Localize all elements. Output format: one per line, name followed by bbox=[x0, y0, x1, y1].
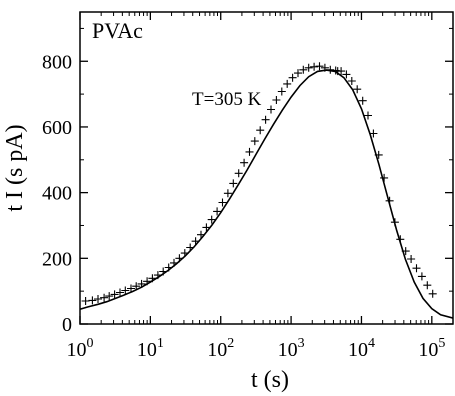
data-point-plus bbox=[369, 129, 378, 138]
data-point-plus bbox=[428, 289, 437, 298]
data-point-plus bbox=[170, 258, 178, 267]
data-point-plus bbox=[81, 297, 90, 305]
data-point-plus bbox=[132, 282, 141, 291]
y-tick-label: 400 bbox=[42, 183, 72, 205]
data-point-plus bbox=[423, 281, 432, 290]
data-point-plus bbox=[277, 87, 286, 96]
y-tick-label: 0 bbox=[62, 314, 72, 336]
data-point-plus bbox=[250, 137, 259, 146]
data-point-plus bbox=[320, 63, 329, 72]
data-point-plus bbox=[229, 179, 238, 188]
panel-label: PVAc bbox=[92, 18, 143, 43]
data-point-plus bbox=[137, 279, 146, 288]
data-point-plus bbox=[234, 169, 243, 178]
data-point-plus bbox=[299, 65, 308, 74]
data-point-plus bbox=[364, 111, 372, 120]
x-tick-label: 105 bbox=[418, 336, 445, 361]
data-point-plus bbox=[100, 293, 109, 302]
y-axis-ticks: 0 200 400 600 800 bbox=[42, 27, 453, 336]
data-point-plus bbox=[272, 96, 281, 104]
data-point-plus bbox=[256, 126, 265, 135]
data-point-plus bbox=[353, 85, 362, 94]
data-point-plus bbox=[358, 96, 367, 105]
data-point-plus bbox=[186, 243, 195, 252]
data-point-plus bbox=[288, 73, 297, 82]
data-point-plus bbox=[127, 284, 135, 293]
data-point-plus bbox=[159, 267, 168, 276]
data-point-plus bbox=[337, 67, 346, 76]
data-point-plus bbox=[143, 277, 152, 286]
data-point-plus bbox=[407, 255, 416, 263]
data-point-plus bbox=[396, 235, 405, 244]
data-point-plus bbox=[331, 66, 340, 75]
data-point-plus bbox=[390, 218, 399, 227]
data-point-plus bbox=[94, 295, 102, 303]
data-point-plus bbox=[310, 62, 319, 71]
data-point-plus bbox=[401, 247, 410, 256]
data-point-plus bbox=[304, 63, 313, 72]
data-point-plus bbox=[116, 288, 124, 297]
data-point-plus bbox=[207, 215, 216, 224]
data-point-plus bbox=[385, 196, 394, 205]
data-point-plus bbox=[148, 274, 157, 283]
x-tick-label: 104 bbox=[348, 336, 375, 361]
y-axis-title: t I (s pA) bbox=[2, 124, 28, 211]
data-point-plus bbox=[202, 223, 211, 232]
data-point-plus bbox=[261, 115, 270, 124]
data-point-plus bbox=[374, 150, 383, 159]
data-point-plus bbox=[417, 272, 426, 281]
x-axis-title: t (s) bbox=[251, 367, 289, 393]
data-point-plus bbox=[197, 230, 205, 239]
data-point-plus bbox=[191, 237, 200, 246]
data-point-plus bbox=[105, 292, 114, 301]
data-point-plus bbox=[412, 264, 421, 273]
y-tick-label: 200 bbox=[42, 248, 72, 270]
data-point-plus bbox=[267, 105, 275, 114]
data-point-plus bbox=[164, 263, 173, 272]
x-tick-label: 103 bbox=[278, 336, 305, 361]
data-point-plus bbox=[326, 65, 335, 74]
x-tick-label: 100 bbox=[67, 336, 94, 361]
x-axis-ticks: 100 101 102 103 104 105 bbox=[67, 12, 454, 361]
data-point-plus bbox=[283, 79, 292, 88]
data-point-plus bbox=[223, 189, 232, 198]
data-point-plus bbox=[315, 62, 324, 71]
data-point-plus bbox=[110, 290, 119, 299]
y-tick-label: 600 bbox=[42, 117, 72, 139]
x-tick-label: 102 bbox=[207, 336, 234, 361]
x-tick-label: 101 bbox=[137, 336, 164, 361]
temperature-annotation: T=305 K bbox=[192, 89, 262, 110]
data-point-plus bbox=[175, 254, 184, 263]
data-point-plus bbox=[213, 207, 222, 216]
data-point-plus bbox=[342, 70, 351, 79]
data-point-plus bbox=[88, 296, 97, 305]
plot-frame bbox=[79, 11, 454, 325]
data-point-plus bbox=[180, 249, 189, 258]
data-point-plus bbox=[240, 158, 249, 167]
plot-layer bbox=[80, 62, 453, 319]
y-tick-label: 800 bbox=[42, 51, 72, 73]
data-point-plus bbox=[153, 271, 162, 280]
data-point-plus bbox=[245, 147, 254, 156]
data-point-plus bbox=[380, 173, 389, 182]
data-point-plus bbox=[294, 69, 302, 78]
data-point-plus bbox=[218, 198, 227, 207]
data-point-plus bbox=[347, 77, 356, 85]
data-point-plus bbox=[121, 286, 130, 295]
fit-curve bbox=[80, 69, 453, 319]
